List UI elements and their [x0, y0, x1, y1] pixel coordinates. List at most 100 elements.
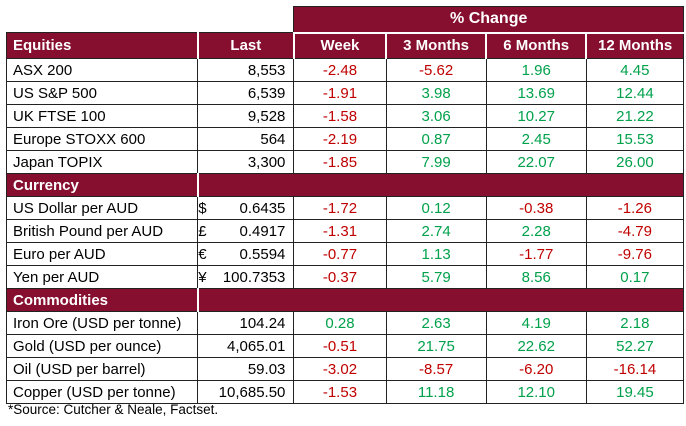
table-row-europe-stoxx-600: Europe STOXX 600 564 -2.19 0.87 2.45 15.…	[5, 127, 685, 151]
change-week-cell: -1.53	[293, 380, 387, 404]
change-12m-cell: -9.76	[585, 242, 685, 266]
table-row-gold: Gold (USD per ounce) 4,065.01 -0.51 21.7…	[5, 334, 685, 358]
change-3m-cell: 11.18	[385, 380, 487, 404]
table-row-japan-topix: Japan TOPIX 3,300 -1.85 7.99 22.07 26.00	[5, 150, 685, 174]
change-week-cell: -1.91	[293, 81, 387, 105]
change-6m-cell: 2.28	[485, 219, 587, 243]
asset-name-cell: ASX 200	[5, 58, 199, 82]
last-value-cell: £0.4917	[197, 219, 295, 243]
pct-change-header: % Change	[293, 6, 684, 34]
table-row-copper: Copper (USD per tonne) 10,685.50 -1.53 1…	[5, 380, 685, 404]
table-row-oil: Oil (USD per barrel) 59.03 -3.02 -8.57 -…	[5, 357, 685, 381]
last-value-cell: 59.03	[197, 357, 295, 381]
last-value-cell: 564	[197, 127, 295, 151]
last-value-cell: 9,528	[197, 104, 295, 128]
change-12m-cell: 15.53	[585, 127, 685, 151]
change-3m-cell: 5.79	[385, 265, 487, 289]
asset-name-cell: Yen per AUD	[5, 265, 199, 289]
table-row-uk-ftse-100: UK FTSE 100 9,528 -1.58 3.06 10.27 21.22	[5, 104, 685, 128]
change-week-cell: 0.28	[293, 311, 387, 335]
last-value-cell: 3,300	[197, 150, 295, 174]
change-12m-cell: -1.26	[585, 196, 685, 220]
change-3m-cell: -5.62	[385, 58, 487, 82]
asset-name-cell: US Dollar per AUD	[5, 196, 199, 220]
last-value-cell: 10,685.50	[197, 380, 295, 404]
change-week-cell: -3.02	[293, 357, 387, 381]
change-12m-cell: 4.45	[585, 58, 685, 82]
change-6m-cell: 1.96	[485, 58, 587, 82]
change-6m-cell: 2.45	[485, 127, 587, 151]
change-6m-cell: 22.62	[485, 334, 587, 358]
col-header-12-months: 12 Months	[585, 32, 685, 59]
change-week-cell: -0.37	[293, 265, 387, 289]
change-3m-cell: 2.74	[385, 219, 487, 243]
change-3m-cell: 2.63	[385, 311, 487, 335]
market-summary-table: % Change Equities Last Week 3 Months 6 M…	[5, 6, 685, 404]
asset-name-cell: Oil (USD per barrel)	[5, 357, 199, 381]
asset-name-cell: UK FTSE 100	[5, 104, 199, 128]
table-row-us-sp-500: US S&P 500 6,539 -1.91 3.98 13.69 12.44	[5, 81, 685, 105]
col-header-6-months: 6 Months	[485, 32, 587, 59]
pct-change-band-row: % Change	[6, 6, 684, 34]
change-12m-cell: 26.00	[585, 150, 685, 174]
change-6m-cell: 12.10	[485, 380, 587, 404]
last-value-cell: 104.24	[197, 311, 295, 335]
change-3m-cell: 0.12	[385, 196, 487, 220]
change-6m-cell: 22.07	[485, 150, 587, 174]
source-note: *Source: Cutcher & Neale, Factset.	[8, 402, 219, 417]
last-value-cell: €0.5594	[197, 242, 295, 266]
change-3m-cell: 0.87	[385, 127, 487, 151]
change-6m-cell: 10.27	[485, 104, 587, 128]
change-6m-cell: -6.20	[485, 357, 587, 381]
change-6m-cell: -0.38	[485, 196, 587, 220]
change-6m-cell: 4.19	[485, 311, 587, 335]
last-value-cell: 8,553	[197, 58, 295, 82]
currency-value: 0.5594	[239, 245, 286, 263]
change-week-cell: -1.72	[293, 196, 387, 220]
change-12m-cell: 0.17	[585, 265, 685, 289]
section-header-currency: Currency	[5, 173, 199, 197]
asset-name-cell: Iron Ore (USD per tonne)	[5, 311, 199, 335]
currency-symbol: £	[198, 222, 207, 240]
currency-symbol: ¥	[198, 268, 207, 286]
asset-name-cell: Japan TOPIX	[5, 150, 199, 174]
table-row-yen-per-aud: Yen per AUD ¥100.7353 -0.37 5.79 8.56 0.…	[5, 265, 685, 289]
change-week-cell: -1.31	[293, 219, 387, 243]
currency-symbol: $	[198, 199, 207, 217]
change-week-cell: -0.51	[293, 334, 387, 358]
change-12m-cell: 2.18	[585, 311, 685, 335]
table-row-asx-200: ASX 200 8,553 -2.48 -5.62 1.96 4.45	[5, 58, 685, 82]
change-3m-cell: -8.57	[385, 357, 487, 381]
change-3m-cell: 3.98	[385, 81, 487, 105]
change-12m-cell: -16.14	[585, 357, 685, 381]
change-3m-cell: 21.75	[385, 334, 487, 358]
asset-name-cell: Copper (USD per tonne)	[5, 380, 199, 404]
last-value-cell: $0.6435	[197, 196, 295, 220]
section-band-fill	[196, 173, 684, 197]
change-week-cell: -2.48	[293, 58, 387, 82]
change-12m-cell: 52.27	[585, 334, 685, 358]
col-header-last: Last	[196, 32, 295, 59]
table-row-eur-per-aud: Euro per AUD €0.5594 -0.77 1.13 -1.77 -9…	[5, 242, 685, 266]
asset-name-cell: Europe STOXX 600	[5, 127, 199, 151]
change-6m-cell: -1.77	[485, 242, 587, 266]
asset-name-cell: Gold (USD per ounce)	[5, 334, 199, 358]
section-row-commodities: Commodities	[5, 288, 684, 312]
section-header-commodities: Commodities	[5, 288, 199, 312]
change-3m-cell: 3.06	[385, 104, 487, 128]
last-value-cell: 4,065.01	[197, 334, 295, 358]
asset-name-cell: US S&P 500	[5, 81, 199, 105]
change-6m-cell: 13.69	[485, 81, 587, 105]
change-week-cell: -2.19	[293, 127, 387, 151]
change-6m-cell: 8.56	[485, 265, 587, 289]
currency-value: 0.6435	[239, 199, 286, 217]
section-band-fill	[196, 288, 684, 312]
last-value-cell: ¥100.7353	[197, 265, 295, 289]
column-header-row: Equities Last Week 3 Months 6 Months 12 …	[5, 32, 685, 59]
change-week-cell: -0.77	[293, 242, 387, 266]
asset-name-cell: Euro per AUD	[5, 242, 199, 266]
change-week-cell: -1.85	[293, 150, 387, 174]
currency-value: 0.4917	[239, 222, 286, 240]
currency-symbol: €	[198, 245, 207, 263]
